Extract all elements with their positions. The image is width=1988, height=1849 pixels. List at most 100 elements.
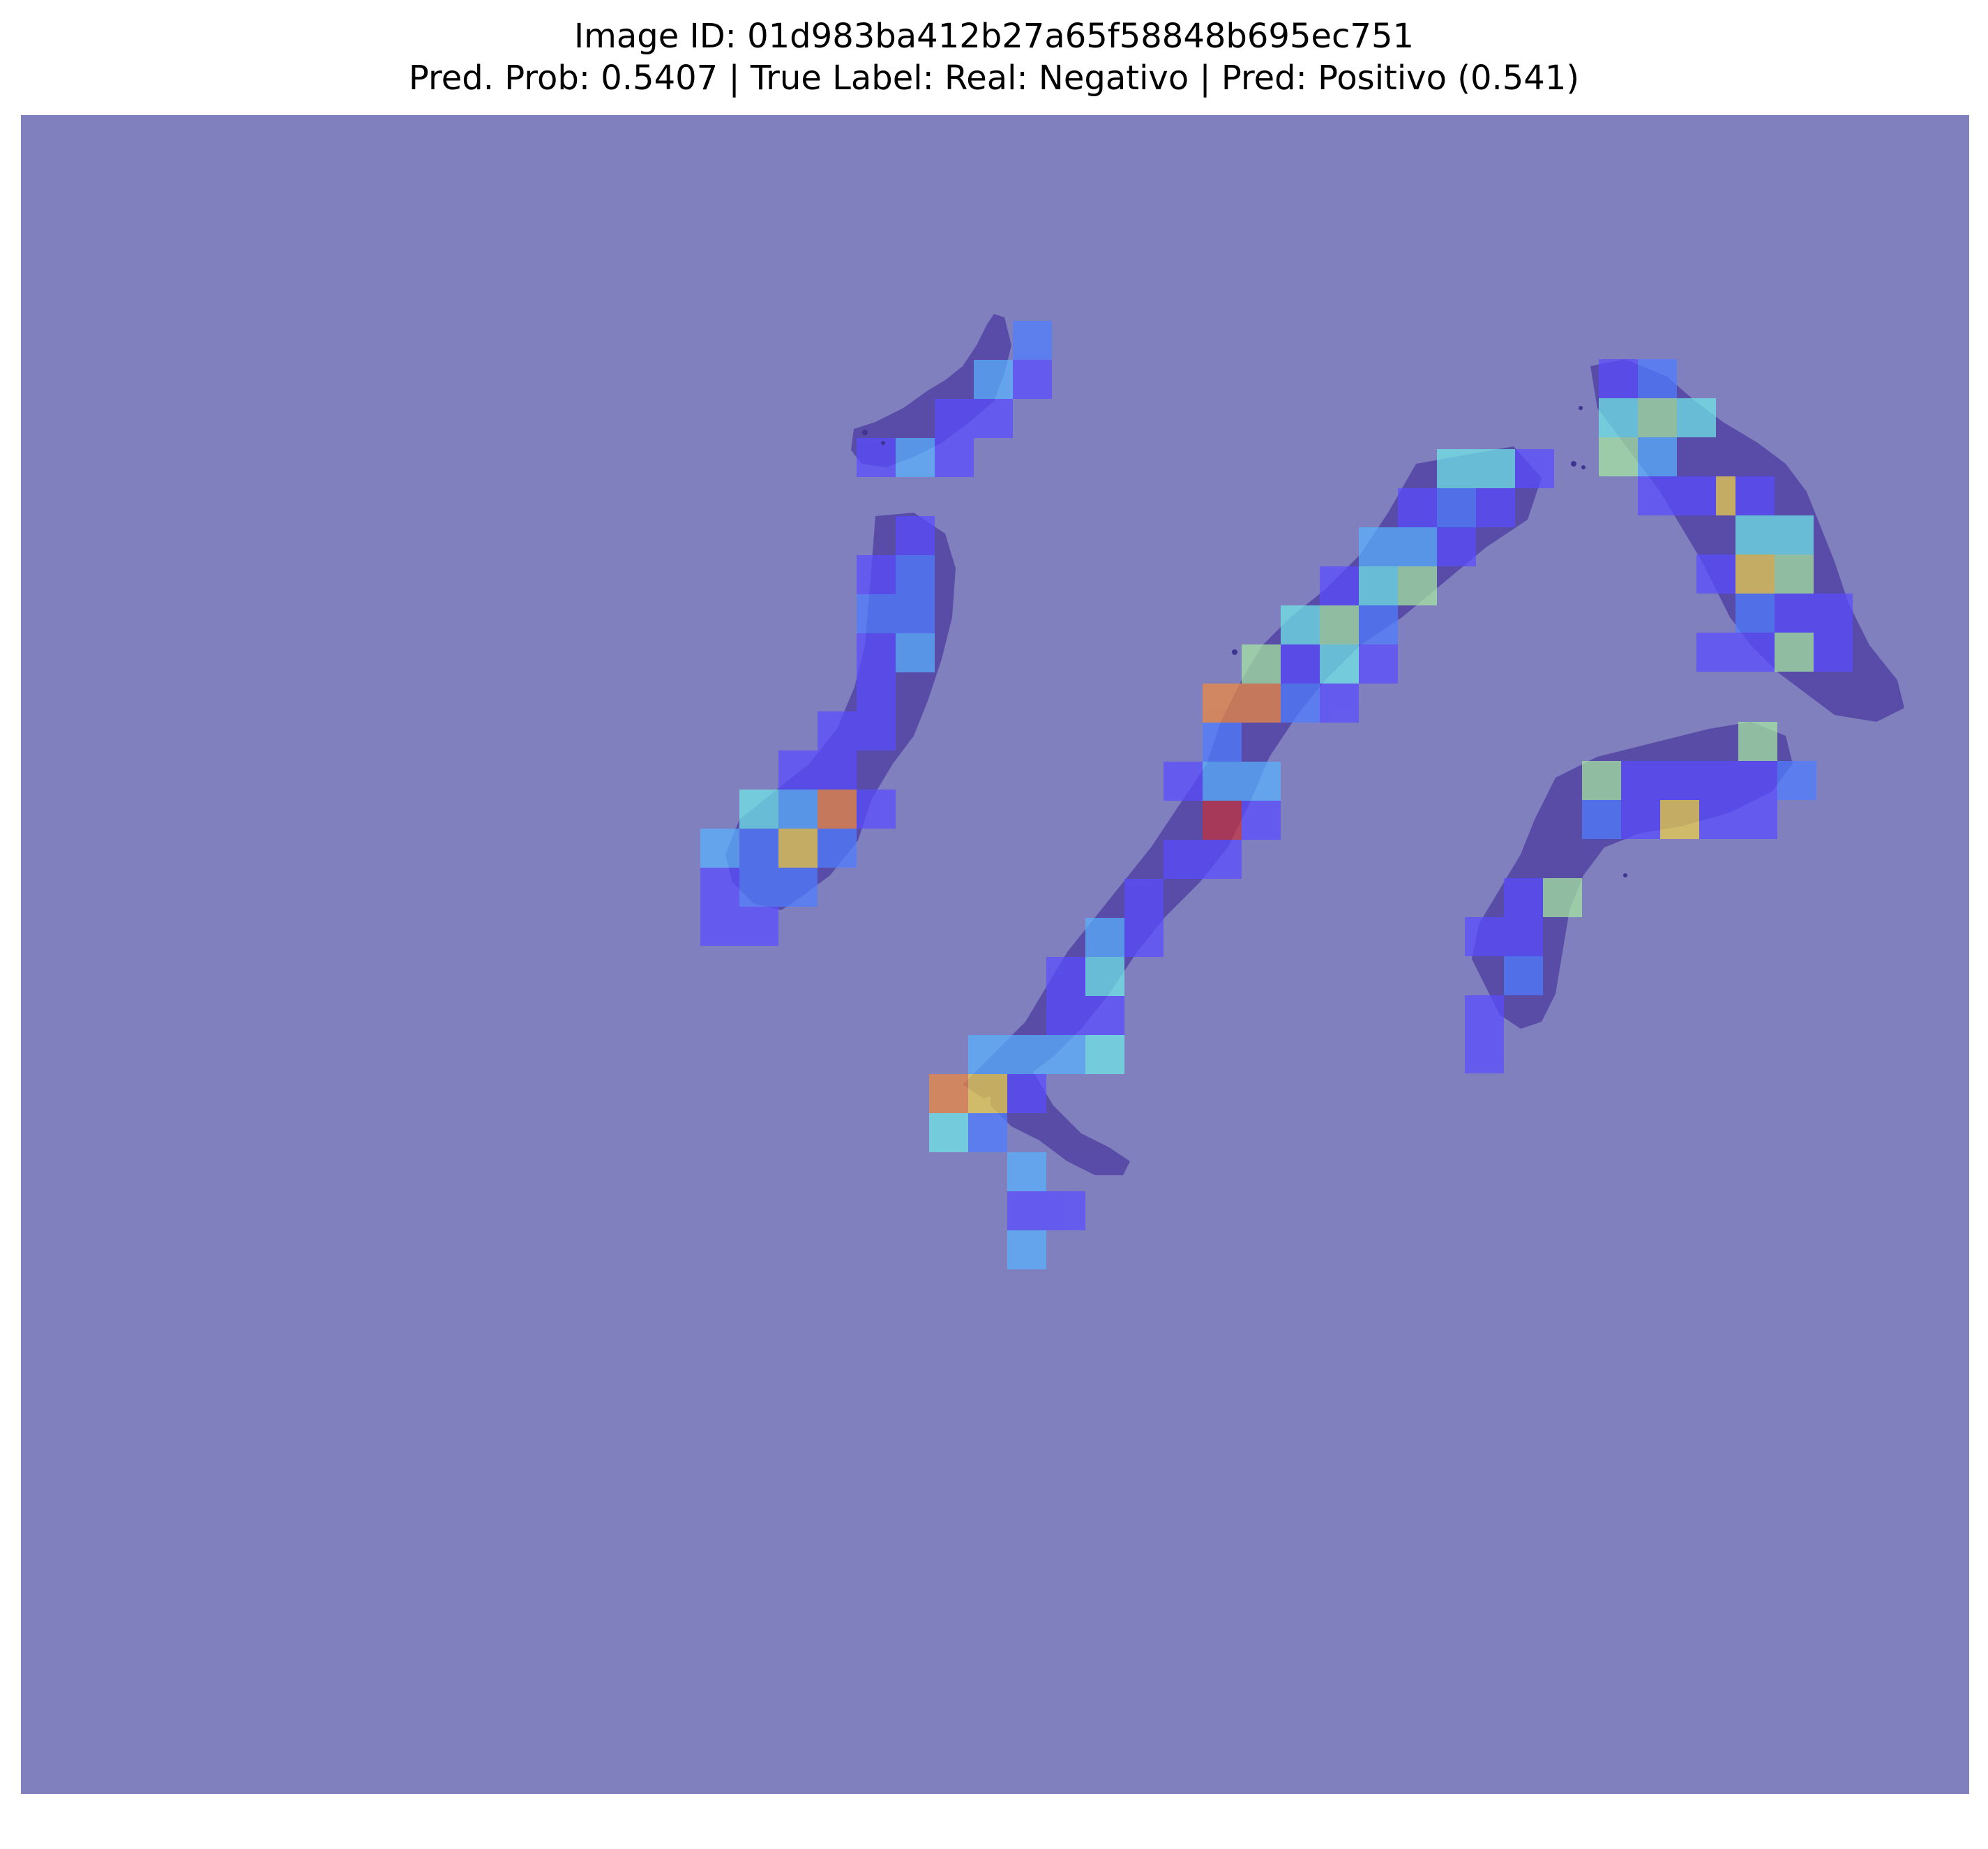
heatmap-tile (1359, 644, 1398, 684)
heatmap-tile (968, 1035, 1007, 1074)
heatmap-tile (1398, 527, 1437, 566)
heatmap-tile (700, 907, 739, 946)
heatmap-tile (857, 711, 896, 750)
title-prediction-summary: Pred. Prob: 0.5407 | True Label: Real: N… (408, 59, 1580, 98)
heatmap-tile (857, 790, 896, 829)
heatmap-tile (1203, 684, 1242, 723)
heatmap-tile (1621, 761, 1660, 800)
heatmap-tile (896, 594, 935, 633)
heatmap-tile (1320, 566, 1359, 605)
heatmap-tile (1735, 554, 1775, 594)
heatmap-tile (1735, 633, 1775, 672)
speck (1623, 873, 1627, 877)
heatmap-tile (935, 399, 974, 438)
heatmap-tile (778, 790, 818, 829)
heatmap-tile (1465, 917, 1504, 956)
heatmap-tile (1599, 398, 1638, 437)
heatmap-tile (1543, 878, 1582, 917)
heatmap-tile (857, 438, 896, 477)
heatmap-tile (1164, 762, 1203, 801)
heatmap-tile (1359, 605, 1398, 644)
heatmap-tile (1621, 800, 1660, 839)
heatmap-tile (1046, 1035, 1085, 1074)
heatmap-tile (739, 868, 778, 907)
heatmap-tile (1046, 996, 1085, 1035)
heatmap-tile (1085, 918, 1124, 957)
heatmap-tile (974, 360, 1013, 399)
heatmap-tiles (700, 321, 1853, 1269)
heatmap-tile (1677, 398, 1716, 437)
speck (1581, 465, 1586, 469)
heatmap-tile (857, 594, 896, 633)
heatmap-tile (1046, 957, 1085, 996)
heatmap-tile (1281, 605, 1320, 644)
heatmap-tile (1320, 644, 1359, 684)
heatmap-tile (1775, 515, 1814, 554)
heatmap-overlay-image (21, 115, 1969, 1794)
heatmap-tile (1660, 761, 1699, 800)
heatmap-tile (739, 790, 778, 829)
speck (862, 430, 868, 435)
heatmap-tile (1599, 437, 1638, 476)
heatmap-tile (1242, 684, 1281, 723)
heatmap-tile (1599, 359, 1638, 398)
heatmap-tile (1775, 594, 1814, 633)
heatmap-tile (1437, 449, 1476, 488)
heatmap-tile (974, 399, 1013, 438)
heatmap-tile (778, 829, 818, 868)
speck (1232, 649, 1237, 655)
heatmap-tile (1582, 800, 1621, 839)
heatmap-tile (818, 790, 857, 829)
heatmap-tile (935, 438, 974, 477)
heatmap-tile (1437, 527, 1476, 566)
heatmap-tile (968, 1113, 1007, 1152)
heatmap-tile (1582, 761, 1621, 800)
heatmap-tile (1638, 398, 1677, 437)
heatmap-tile (1504, 878, 1543, 917)
heatmap-tile (1359, 566, 1398, 605)
heatmap-tile (1738, 761, 1777, 800)
heatmap-tile (857, 672, 896, 711)
heatmap-tile (1007, 1152, 1046, 1191)
heatmap-tile (1320, 605, 1359, 644)
heatmap-tile (1515, 449, 1554, 488)
heatmap-tile (1124, 879, 1164, 918)
heatmap-tile (896, 633, 935, 672)
heatmap-tile (818, 711, 857, 750)
heatmap-tile (1046, 1191, 1085, 1230)
heatmap-tile (1203, 840, 1242, 879)
heatmap-tile (1677, 476, 1716, 515)
heatmap-tile (1164, 840, 1203, 879)
heatmap-tile (1775, 554, 1814, 594)
heatmap-tile (1638, 476, 1677, 515)
heatmap-tile (1738, 800, 1777, 839)
heatmap-tile (1638, 437, 1677, 476)
heatmap-tile (1777, 761, 1816, 800)
heatmap-tile (1660, 800, 1699, 839)
heatmap-tile (778, 750, 818, 790)
heatmap-tile (700, 868, 739, 907)
heatmap-tile (1085, 996, 1124, 1035)
heatmap-tile (1638, 359, 1677, 398)
heatmap-tile (1013, 321, 1052, 360)
heatmap-tile (1398, 488, 1437, 527)
heatmap-tile (1699, 761, 1738, 800)
heatmap-tile (896, 516, 935, 555)
heatmap-tile (929, 1074, 968, 1113)
heatmap-tile (1242, 762, 1281, 801)
heatmap-tile (1465, 1034, 1504, 1073)
heatmap-tile (857, 555, 896, 594)
heatmap-tile (739, 907, 778, 946)
speck (881, 441, 885, 445)
heatmap-tile (857, 633, 896, 672)
heatmap-tile (1085, 1035, 1124, 1074)
heatmap-tile (700, 829, 739, 868)
heatmap-tile (1735, 594, 1775, 633)
heatmap-tile (968, 1074, 1007, 1113)
heatmap-tile (739, 829, 778, 868)
figure-title: Image ID: 01d983ba412b27a65f58848b695ec7… (0, 15, 1988, 99)
heatmap-tile (1007, 1191, 1046, 1230)
heatmap-tile (896, 438, 935, 477)
speck (1571, 461, 1576, 467)
heatmap-tile (818, 829, 857, 868)
